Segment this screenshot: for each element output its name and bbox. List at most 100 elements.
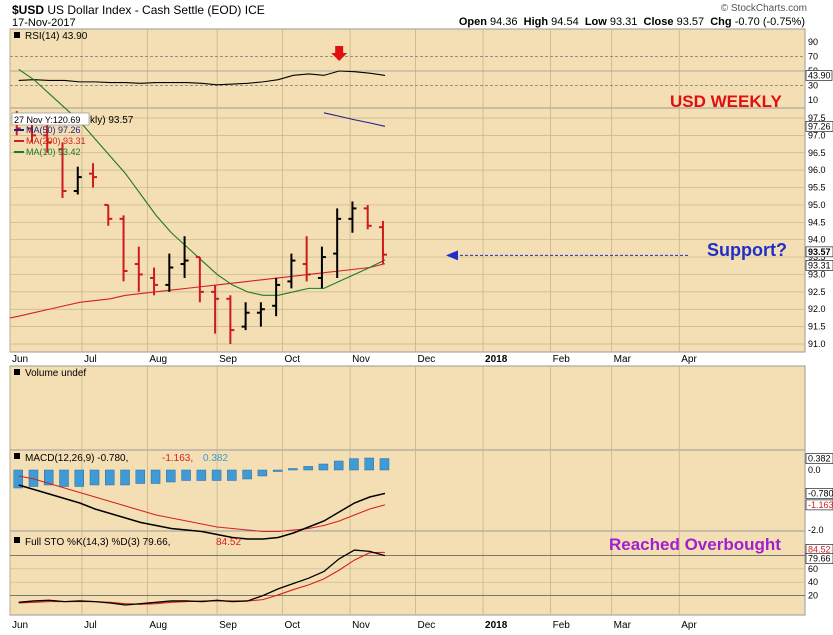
- macd-line: [18, 484, 386, 540]
- ma200-value-tag-text: 93.31: [808, 260, 831, 270]
- rsi-axis-tick: 90: [808, 37, 818, 47]
- macd-histogram-bar: [89, 469, 100, 486]
- price-axis-tick: 96.5: [808, 148, 826, 158]
- sto-axis-tick: 79.66: [808, 554, 831, 564]
- sto-axis-tick: 20: [808, 591, 818, 601]
- macd-axis-tick: -0.780: [808, 488, 833, 498]
- macd-histogram-bar: [318, 463, 329, 471]
- volume-label: Volume undef: [25, 368, 86, 379]
- macd-histogram-bar: [166, 469, 176, 483]
- macd-histogram-bar: [303, 466, 313, 471]
- macd-histogram-bar: [379, 458, 390, 471]
- macd-label: MACD(12,26,9) -0.780,: [25, 453, 128, 464]
- legend-entry: MA(200) 93.31: [26, 136, 86, 146]
- x-tick-label-bottom: Nov: [352, 620, 370, 631]
- macd-histogram-bar: [150, 469, 161, 484]
- red-arrow-icon: [331, 46, 348, 61]
- close-value: 93.57: [676, 16, 705, 28]
- x-tick-label-top: Mar: [614, 354, 632, 365]
- price-axis-tick: 96.0: [808, 165, 826, 175]
- rsi-label-marker: [14, 32, 20, 38]
- chart-date: 17-Nov-2017: [12, 17, 76, 29]
- ma50-value-tag-text: 97.26: [808, 121, 831, 131]
- chg-label: Chg: [710, 16, 732, 28]
- macd-histogram-bar: [272, 469, 283, 472]
- price-axis-tick: 94.5: [808, 217, 826, 227]
- macd-histogram-bar: [74, 469, 85, 487]
- price-axis-tick: 95.5: [808, 183, 826, 193]
- price-axis-tick: 91.5: [808, 322, 826, 332]
- price-axis-tick: 95.0: [808, 200, 826, 210]
- macd-histogram-bar: [349, 458, 359, 471]
- macd-histogram-bar: [105, 469, 115, 486]
- rsi-value-tag-text: 43.90: [808, 70, 831, 80]
- x-tick-label-top: Aug: [149, 354, 167, 365]
- copyright: © StockCharts.com: [720, 3, 807, 14]
- price-axis-tick: 92.5: [808, 287, 826, 297]
- price-axis-tick: 94.0: [808, 235, 826, 245]
- macd-histogram-bar: [13, 469, 23, 489]
- chart-header-title: $USD US Dollar Index - Cash Settle (EOD)…: [12, 3, 265, 17]
- ohlc-summary: Open 94.36 High 94.54 Low 93.31 Close 93…: [459, 16, 805, 28]
- macd-panel: [9, 449, 806, 532]
- ma50-line: [323, 112, 386, 127]
- rsi-axis-tick: 30: [808, 81, 818, 91]
- macd-histogram-bar: [288, 468, 298, 471]
- x-tick-label-bottom: Apr: [681, 620, 697, 631]
- x-tick-label-bottom: Jul: [84, 620, 97, 631]
- close-value-tag: [805, 246, 833, 258]
- low-value: 93.31: [609, 16, 638, 28]
- ma50-value-tag: [805, 121, 833, 132]
- rsi-line: [18, 70, 386, 86]
- chg-value: -0.70 (-0.75%): [734, 16, 805, 28]
- x-tick-label-top: 2018: [485, 354, 508, 365]
- x-tick-label-top: Apr: [681, 354, 697, 365]
- macd-axis-tick: -2.0: [808, 525, 824, 535]
- price-axis-tick: 97.0: [808, 130, 826, 140]
- high-label: High: [523, 16, 549, 28]
- x-tick-label-top: Dec: [417, 354, 435, 365]
- x-tick-label-bottom: Oct: [285, 620, 301, 631]
- sto-d-value: 84.52: [216, 537, 241, 548]
- volume-label-marker: [14, 369, 20, 375]
- exchange: ICE: [244, 3, 265, 17]
- x-tick-label-bottom: Feb: [553, 620, 571, 631]
- x-tick-label-bottom: Mar: [614, 620, 632, 631]
- macd-signal-line: [18, 475, 386, 533]
- ma200-value-tag: [805, 260, 833, 271]
- close-label: Close: [643, 16, 674, 28]
- macd-hist-value: 0.382: [203, 453, 228, 464]
- macd-histogram-bar: [196, 469, 207, 481]
- price-axis-tick: 92.0: [808, 304, 826, 314]
- vol-panel: [9, 365, 806, 451]
- macd-histogram-bar: [59, 469, 69, 487]
- sto-label: Full STO %K(14,3) %D(3) 79.66,: [25, 537, 170, 548]
- macd-axis-tick: 0.382: [808, 454, 831, 464]
- x-tick-label-top: Nov: [352, 354, 370, 365]
- price-title-fragment: kly) 93.57: [90, 115, 134, 126]
- symbol: $USD: [12, 3, 45, 17]
- macd-histogram-bar: [227, 469, 237, 481]
- tooltip-text: 27 Nov Y:120.69: [14, 115, 80, 125]
- macd-value-tag: [805, 453, 833, 464]
- x-tick-label-bottom: Dec: [417, 620, 435, 631]
- sto-axis-tick: 84.52: [808, 544, 831, 554]
- x-tick-label-top: Jul: [84, 354, 97, 365]
- macd-axis-tick: -1.163: [808, 500, 833, 510]
- macd-axis-tick: 0.0: [808, 465, 821, 475]
- legend-entry: MA(10) 93.42: [26, 147, 81, 157]
- x-tick-label-top: Sep: [219, 354, 237, 365]
- rsi-axis-tick: 70: [808, 52, 818, 62]
- rsi-panel: [9, 28, 806, 109]
- rsi-value-tag: [805, 70, 833, 81]
- macd-histogram-bar: [242, 469, 252, 480]
- sto-axis-tick: 40: [808, 577, 818, 587]
- macd-histogram-bar: [257, 469, 268, 477]
- sto-axis-tick: 60: [808, 564, 818, 574]
- high-value: 94.54: [551, 16, 579, 28]
- legend-entry: MA(50) 97.26: [26, 125, 81, 135]
- open-value: 94.36: [490, 16, 518, 28]
- price-axis-tick: 93.0: [808, 269, 826, 279]
- macd-histogram-bar: [120, 469, 130, 486]
